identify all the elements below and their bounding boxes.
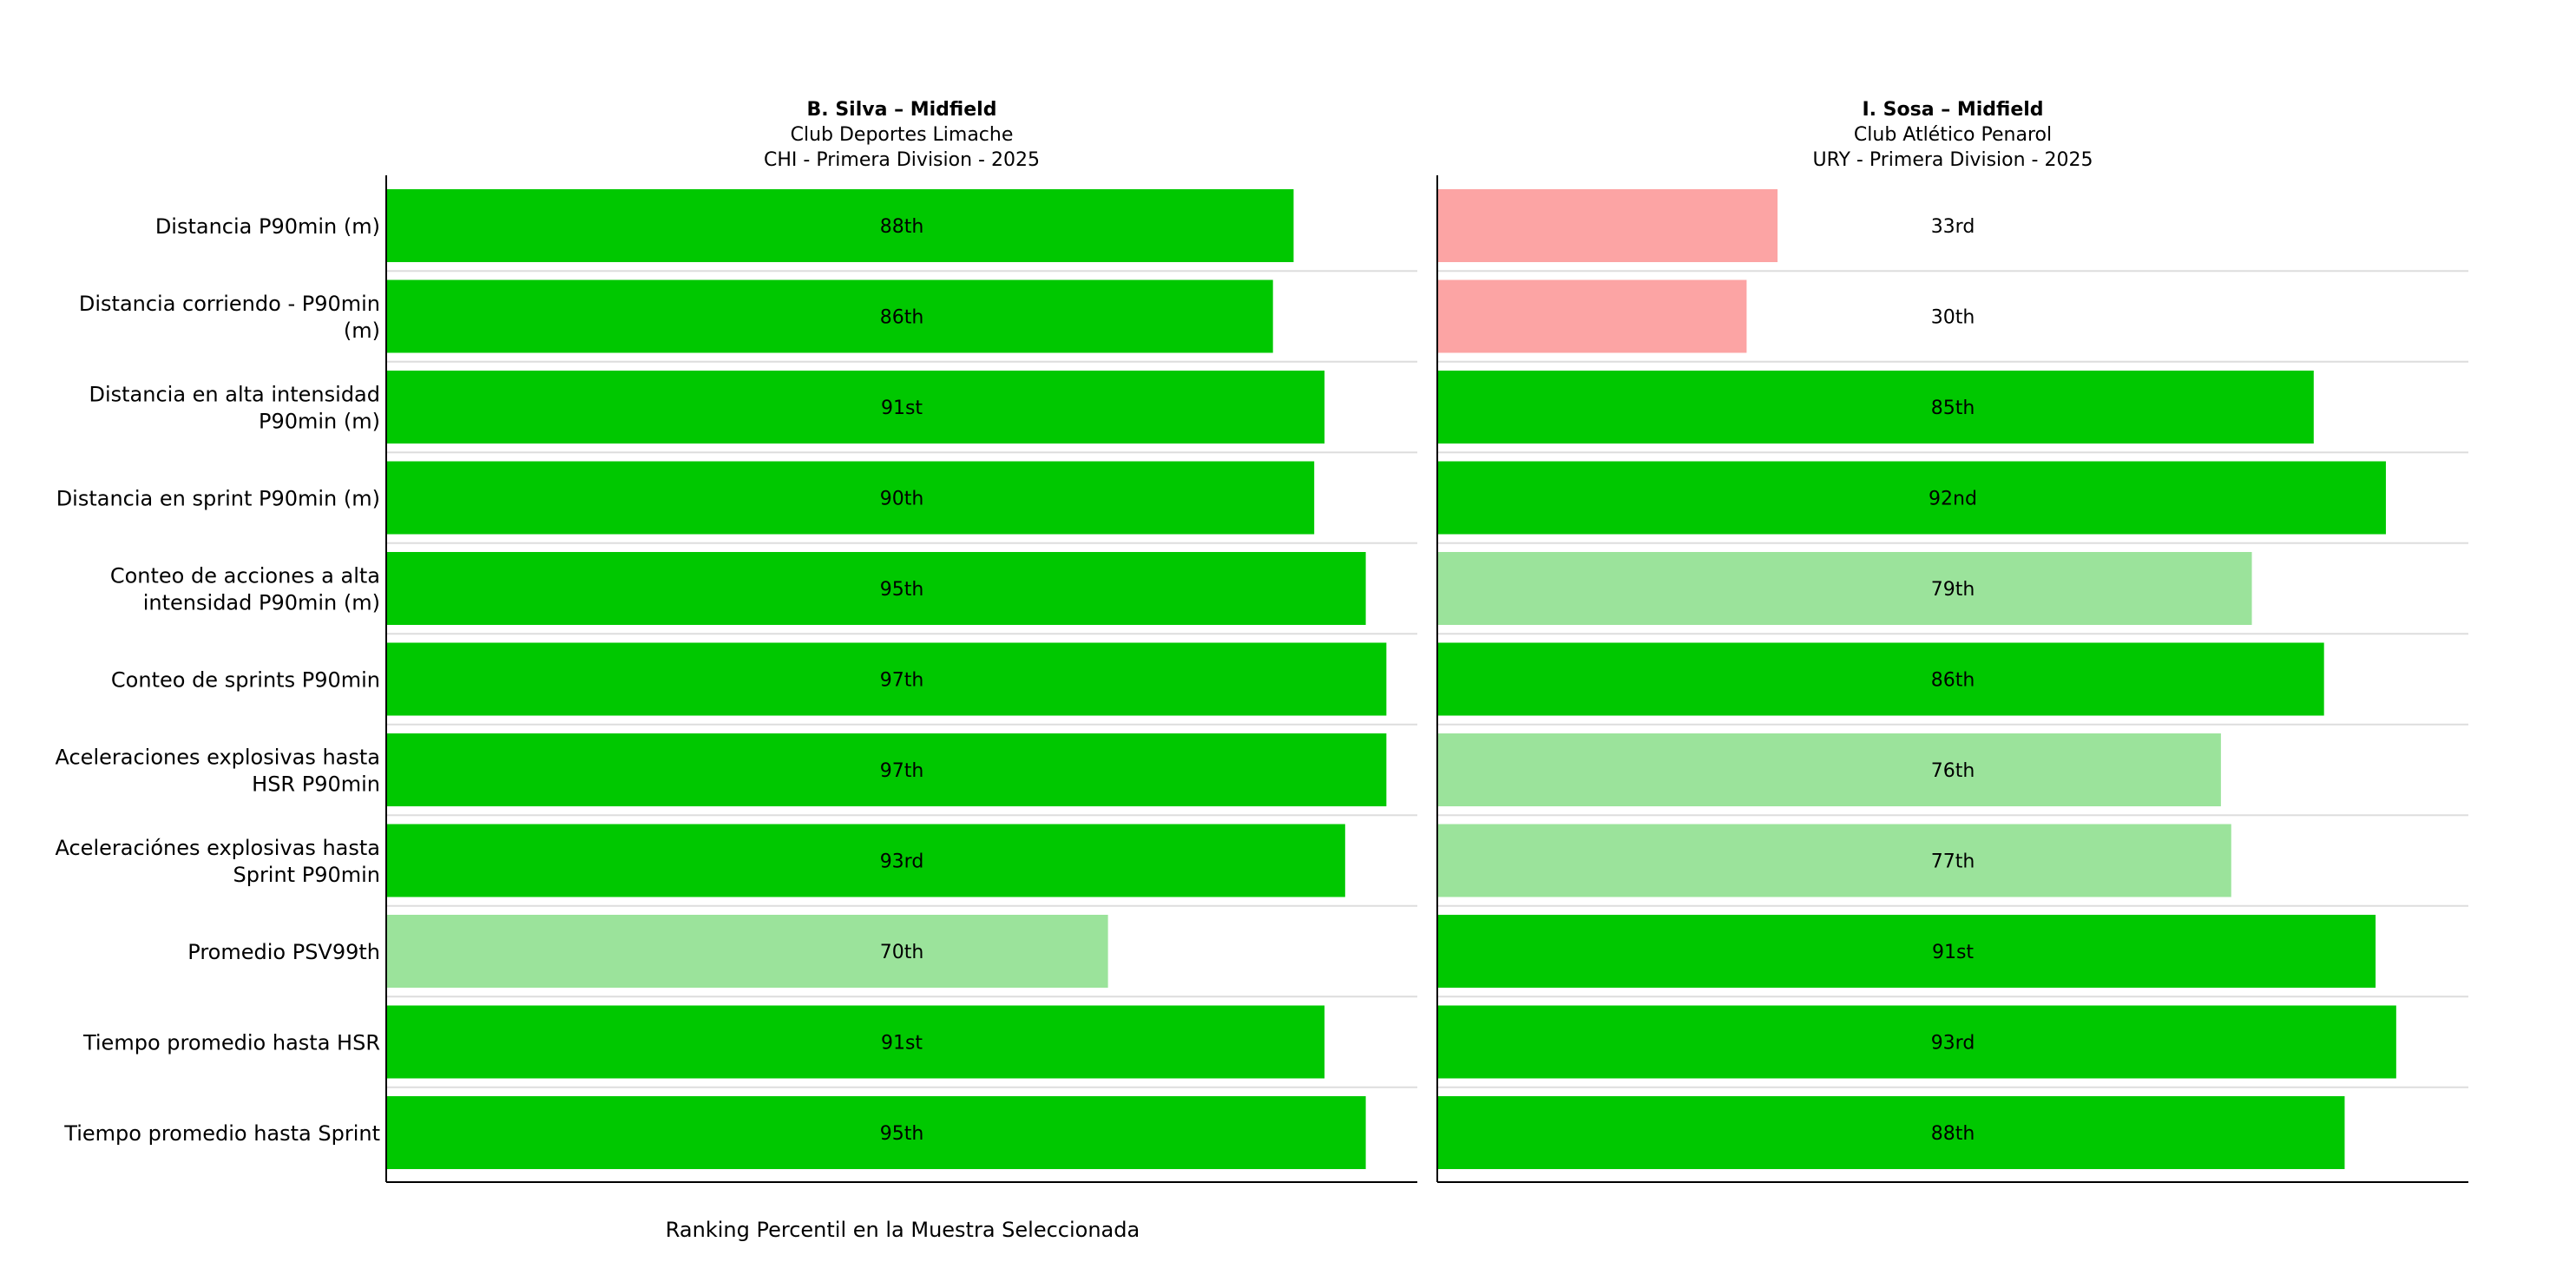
category-label: Tiempo promedio hasta Sprint [63, 1121, 380, 1146]
bar-1-9 [386, 915, 1108, 988]
category-label: P90min (m) [259, 410, 380, 434]
bar-2-1 [1437, 189, 1778, 262]
bar-label: 91st [881, 1033, 923, 1055]
bar-1-11 [386, 1096, 1366, 1169]
bar-1-2 [386, 279, 1273, 353]
bar-2-4 [1437, 461, 2386, 535]
bar-2-5 [1437, 552, 2252, 625]
bar-1-8 [386, 824, 1345, 897]
category-label: Sprint P90min [233, 863, 380, 887]
category-label: Aceleraciones explosivas hasta [55, 746, 380, 770]
category-label: Distancia en sprint P90min (m) [56, 487, 380, 511]
bar-label: 33rd [1931, 216, 1975, 238]
bar-1-1 [386, 189, 1294, 262]
bar-1-4 [386, 461, 1315, 535]
bar-2-2 [1437, 279, 1747, 353]
bar-label: 76th [1931, 760, 1975, 782]
bar-1-10 [386, 1005, 1325, 1079]
bar-2-9 [1437, 915, 2376, 988]
category-label: Promedio PSV99th [187, 940, 380, 964]
bar-label: 95th [880, 1123, 924, 1145]
category-label: intensidad P90min (m) [143, 591, 380, 615]
bar-label: 70th [880, 942, 924, 963]
bar-2-3 [1437, 371, 2314, 444]
bar-label: 91st [1932, 942, 1974, 963]
category-label: Aceleraciónes explosivas hasta [55, 836, 380, 860]
bar-label: 30th [1931, 307, 1975, 329]
category-label: Conteo de sprints P90min [111, 668, 380, 693]
bar-label: 88th [880, 216, 924, 238]
panel-subtitle: Club Deportes Limache [791, 124, 1014, 146]
bar-label: 85th [1931, 398, 1975, 419]
bar-1-7 [386, 733, 1387, 806]
bar-label: 93rd [880, 851, 924, 873]
panel-subtitle: CHI - Primera Division - 2025 [764, 149, 1040, 171]
panel-title: I. Sosa – Midfield [1862, 99, 2043, 121]
bar-2-6 [1437, 642, 2324, 716]
bar-label: 91st [881, 398, 923, 419]
bar-label: 86th [1931, 670, 1975, 692]
bar-2-11 [1437, 1096, 2345, 1169]
category-label: Conteo de acciones a alta [110, 564, 380, 588]
bar-label: 86th [880, 307, 924, 329]
category-label: (m) [344, 319, 380, 343]
category-label: HSR P90min [252, 772, 380, 797]
bar-1-5 [386, 552, 1366, 625]
panel-subtitle: URY - Primera Division - 2025 [1813, 149, 2093, 171]
category-label: Tiempo promedio hasta HSR [82, 1031, 380, 1055]
panel-subtitle: Club Atlético Penarol [1854, 124, 2052, 146]
bar-label: 92nd [1929, 489, 1977, 510]
bar-label: 97th [880, 760, 924, 782]
bar-label: 90th [880, 489, 924, 510]
category-label: Distancia corriendo - P90min [79, 292, 380, 316]
bar-label: 93rd [1931, 1033, 1975, 1055]
bar-label: 97th [880, 670, 924, 692]
bar-1-3 [386, 371, 1325, 444]
bar-2-10 [1437, 1005, 2396, 1079]
bar-label: 79th [1931, 579, 1975, 601]
category-label: Distancia P90min (m) [155, 214, 380, 239]
bar-label: 88th [1931, 1123, 1975, 1145]
x-axis-label: Ranking Percentil en la Muestra Seleccio… [666, 1218, 1140, 1242]
bar-label: 95th [880, 579, 924, 601]
bar-2-8 [1437, 824, 2231, 897]
bar-2-7 [1437, 733, 2221, 806]
panel-title: B. Silva – Midfield [807, 99, 997, 121]
category-label: Distancia en alta intensidad [89, 383, 380, 407]
bar-1-6 [386, 642, 1387, 716]
bar-label: 77th [1931, 851, 1975, 873]
